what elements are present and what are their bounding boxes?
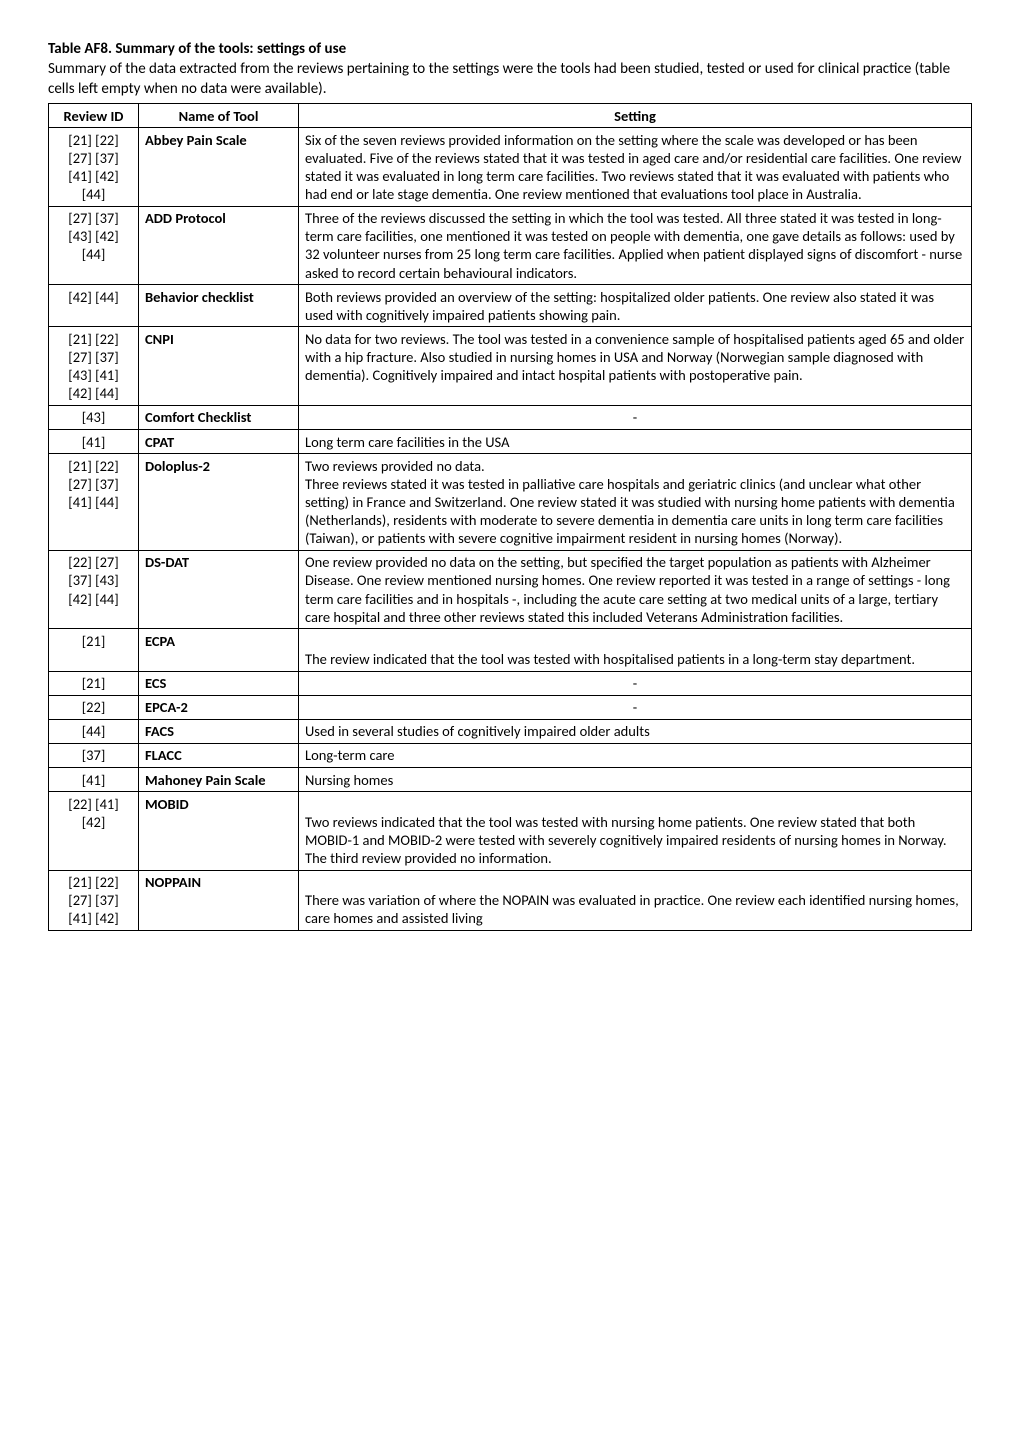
cell-review-id: [21] [22][27] [37][41] [42][44] [49, 128, 139, 207]
cell-setting: The review indicated that the tool was t… [299, 629, 972, 671]
table-row: [41]Mahoney Pain ScaleNursing homes [49, 768, 972, 792]
cell-name-of-tool: Behavior checklist [139, 285, 299, 327]
cell-review-id: [41] [49, 430, 139, 454]
cell-review-id: [22] [41][42] [49, 792, 139, 871]
table-row: [41]CPATLong term care facilities in the… [49, 430, 972, 454]
cell-review-id: [21] [49, 629, 139, 671]
cell-name-of-tool: CNPI [139, 327, 299, 406]
cell-name-of-tool: NOPPAIN [139, 870, 299, 930]
cell-name-of-tool: EPCA-2 [139, 695, 299, 719]
cell-setting: - [299, 671, 972, 695]
table-row: [22] [41][42]MOBIDTwo reviews indicated … [49, 792, 972, 871]
table-row: [21]ECS- [49, 671, 972, 695]
cell-name-of-tool: FLACC [139, 743, 299, 767]
cell-review-id: [43] [49, 405, 139, 429]
cell-setting: Used in several studies of cognitively i… [299, 719, 972, 743]
cell-setting: Six of the seven reviews provided inform… [299, 128, 972, 207]
cell-setting: Long-term care [299, 743, 972, 767]
cell-setting: There was variation of where the NOPAIN … [299, 870, 972, 930]
cell-name-of-tool: Mahoney Pain Scale [139, 768, 299, 792]
col-setting: Setting [299, 104, 972, 128]
table-row: [43]Comfort Checklist- [49, 405, 972, 429]
table-row: [44]FACSUsed in several studies of cogni… [49, 719, 972, 743]
cell-review-id: [22] [27][37] [43][42] [44] [49, 550, 139, 629]
cell-name-of-tool: ECS [139, 671, 299, 695]
cell-review-id: [41] [49, 768, 139, 792]
cell-setting: - [299, 695, 972, 719]
cell-setting: Three of the reviews discussed the setti… [299, 206, 972, 285]
cell-review-id: [37] [49, 743, 139, 767]
table-row: [22] [27][37] [43][42] [44]DS-DATOne rev… [49, 550, 972, 629]
cell-name-of-tool: ECPA [139, 629, 299, 671]
cell-setting: - [299, 405, 972, 429]
table-row: [21]ECPAThe review indicated that the to… [49, 629, 972, 671]
cell-setting: Two reviews indicated that the tool was … [299, 792, 972, 871]
cell-name-of-tool: CPAT [139, 430, 299, 454]
cell-review-id: [21] [22][27] [37][41] [42] [49, 870, 139, 930]
cell-name-of-tool: MOBID [139, 792, 299, 871]
table-row: [42] [44]Behavior checklistBoth reviews … [49, 285, 972, 327]
table-row: [22]EPCA-2- [49, 695, 972, 719]
cell-setting: Two reviews provided no data.Three revie… [299, 454, 972, 551]
table-row: [21] [22][27] [37][43] [41][42] [44]CNPI… [49, 327, 972, 406]
cell-review-id: [42] [44] [49, 285, 139, 327]
table-row: [37]FLACCLong-term care [49, 743, 972, 767]
cell-setting: Both reviews provided an overview of the… [299, 285, 972, 327]
table-row: [27] [37][43] [42][44]ADD ProtocolThree … [49, 206, 972, 285]
cell-review-id: [21] [49, 671, 139, 695]
cell-review-id: [21] [22][27] [37][41] [44] [49, 454, 139, 551]
cell-review-id: [44] [49, 719, 139, 743]
table-row: [21] [22][27] [37][41] [42][44]Abbey Pai… [49, 128, 972, 207]
cell-review-id: [27] [37][43] [42][44] [49, 206, 139, 285]
cell-review-id: [22] [49, 695, 139, 719]
cell-name-of-tool: Comfort Checklist [139, 405, 299, 429]
cell-review-id: [21] [22][27] [37][43] [41][42] [44] [49, 327, 139, 406]
cell-name-of-tool: Doloplus-2 [139, 454, 299, 551]
cell-name-of-tool: DS-DAT [139, 550, 299, 629]
table-title: Table AF8. Summary of the tools: setting… [48, 40, 972, 58]
table-subtitle: Summary of the data extracted from the r… [48, 60, 972, 99]
cell-setting: One review provided no data on the setti… [299, 550, 972, 629]
cell-setting: No data for two reviews. The tool was te… [299, 327, 972, 406]
summary-table: Review ID Name of Tool Setting [21] [22]… [48, 103, 972, 931]
cell-name-of-tool: Abbey Pain Scale [139, 128, 299, 207]
table-row: [21] [22][27] [37][41] [42]NOPPAINThere … [49, 870, 972, 930]
col-review-id: Review ID [49, 104, 139, 128]
cell-setting: Long term care facilities in the USA [299, 430, 972, 454]
col-name-of-tool: Name of Tool [139, 104, 299, 128]
table-header-row: Review ID Name of Tool Setting [49, 104, 972, 128]
cell-setting: Nursing homes [299, 768, 972, 792]
cell-name-of-tool: FACS [139, 719, 299, 743]
table-row: [21] [22][27] [37][41] [44]Doloplus-2Two… [49, 454, 972, 551]
cell-name-of-tool: ADD Protocol [139, 206, 299, 285]
